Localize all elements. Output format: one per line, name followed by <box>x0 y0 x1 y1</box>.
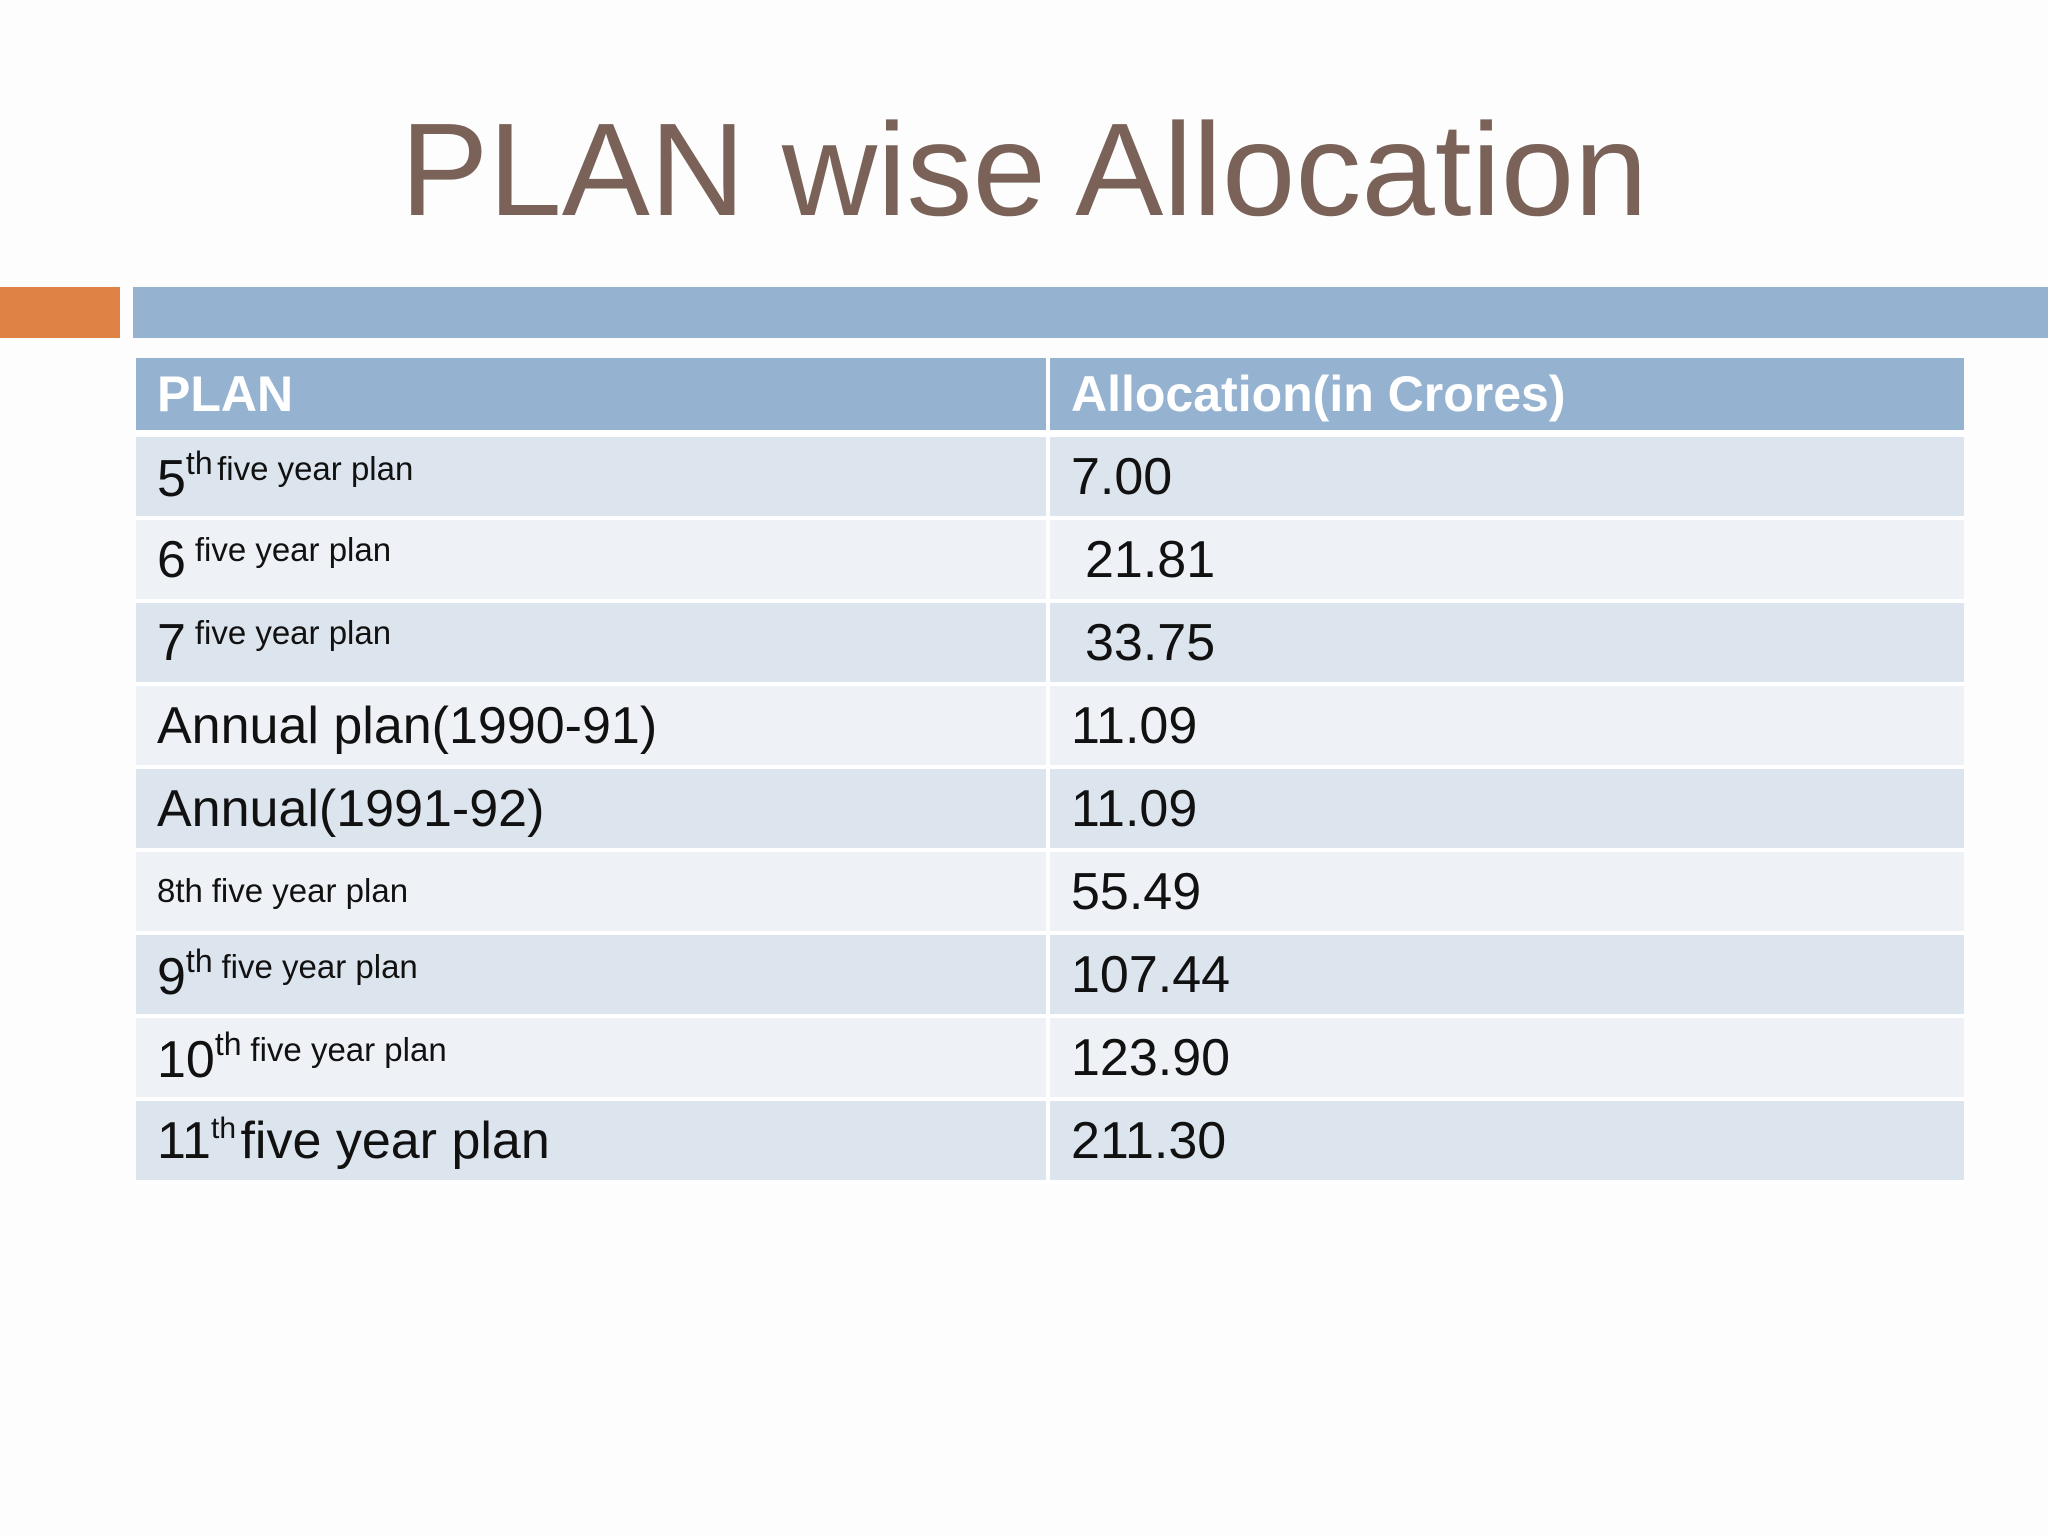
plan-cell: Annual plan(1990-91) <box>136 686 1050 769</box>
allocation-cell: 11.09 <box>1050 686 1964 769</box>
plan-cell: 9th five year plan <box>136 935 1050 1018</box>
accent-bar-orange <box>0 287 120 338</box>
table-row: Annual plan(1990-91) 11.09 <box>136 686 1964 769</box>
table-row: 6 five year plan 21.81 <box>136 520 1964 603</box>
allocation-cell: 21.81 <box>1050 520 1964 603</box>
table-row: 8th five year plan 55.49 <box>136 852 1964 935</box>
allocation-cell: 211.30 <box>1050 1101 1964 1184</box>
column-header-allocation: Allocation(in Crores) <box>1050 358 1964 437</box>
plan-cell: 8th five year plan <box>136 852 1050 935</box>
accent-bar-blue <box>133 287 2048 338</box>
table-header-row: PLAN Allocation(in Crores) <box>136 358 1964 437</box>
column-header-plan: PLAN <box>136 358 1050 437</box>
table-row: 5th five year plan 7.00 <box>136 437 1964 520</box>
allocation-cell: 123.90 <box>1050 1018 1964 1101</box>
allocation-cell: 55.49 <box>1050 852 1964 935</box>
allocation-cell: 107.44 <box>1050 935 1964 1018</box>
plan-cell: 6 five year plan <box>136 520 1050 603</box>
plan-cell: 5th five year plan <box>136 437 1050 520</box>
plan-cell: 7 five year plan <box>136 603 1050 686</box>
table-row: 10th five year plan 123.90 <box>136 1018 1964 1101</box>
allocation-cell: 7.00 <box>1050 437 1964 520</box>
allocation-table: PLAN Allocation(in Crores) 5th five year… <box>136 358 1964 1184</box>
table-row: Annual(1991-92) 11.09 <box>136 769 1964 852</box>
table-row: 11th five year plan 211.30 <box>136 1101 1964 1184</box>
table-row: 9th five year plan 107.44 <box>136 935 1964 1018</box>
allocation-cell: 33.75 <box>1050 603 1964 686</box>
plan-cell: Annual(1991-92) <box>136 769 1050 852</box>
plan-cell: 10th five year plan <box>136 1018 1050 1101</box>
slide-title: PLAN wise Allocation <box>400 96 1648 243</box>
table-row: 7 five year plan 33.75 <box>136 603 1964 686</box>
plan-cell: 11th five year plan <box>136 1101 1050 1184</box>
allocation-cell: 11.09 <box>1050 769 1964 852</box>
